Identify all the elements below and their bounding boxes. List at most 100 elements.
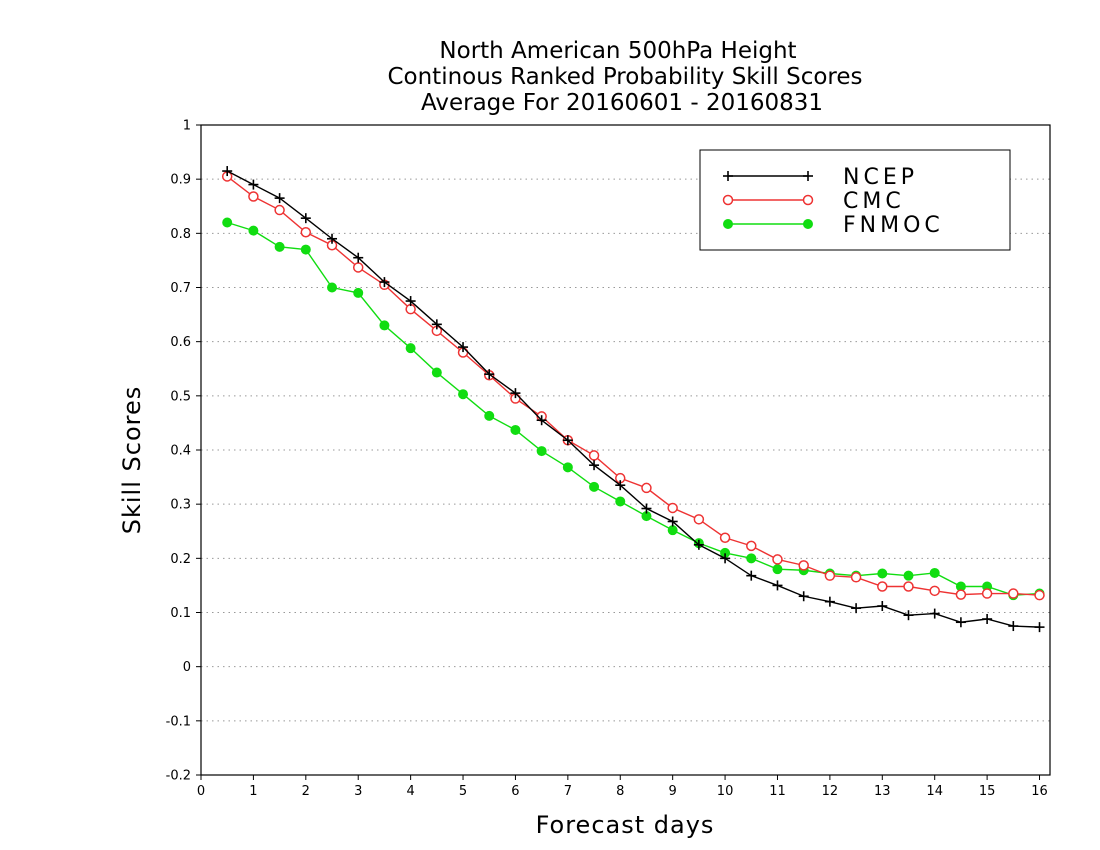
data-point-fnmoc xyxy=(274,241,285,252)
data-point-ncep xyxy=(274,193,285,204)
y-tick-label: 0.6 xyxy=(170,335,191,350)
chart-title-line-3: Average For 20160601 - 20160831 xyxy=(421,90,823,116)
data-point-ncep xyxy=(327,233,338,244)
data-point-fnmoc xyxy=(589,481,600,492)
data-point-cmc xyxy=(274,204,285,216)
y-tick-label: 0.3 xyxy=(170,498,191,513)
series-line-fnmoc xyxy=(226,221,1040,596)
data-point-fnmoc xyxy=(929,567,940,578)
data-point-ncep xyxy=(379,277,390,288)
axis-ticks: -0.2-0.100.10.20.30.40.50.60.70.80.910 1 2… xyxy=(166,119,1048,800)
x-tick-label: 8 xyxy=(616,784,624,799)
y-axis-label: Skill Scores xyxy=(118,386,146,535)
data-point-ncep xyxy=(903,610,914,621)
y-tick-label: -0.2 xyxy=(166,769,191,784)
data-point-cmc xyxy=(955,589,967,600)
data-point-ncep xyxy=(510,388,521,399)
data-point-fnmoc xyxy=(772,564,783,575)
data-point-ncep xyxy=(536,415,547,426)
data-series xyxy=(221,166,1045,633)
data-point-ncep xyxy=(1008,621,1019,632)
legend-label-cmc: CMC xyxy=(843,189,905,214)
data-point-cmc xyxy=(300,227,312,238)
data-point-ncep xyxy=(458,342,469,353)
data-point-ncep xyxy=(877,601,888,611)
data-point-fnmoc xyxy=(484,410,495,421)
y-tick-label: 0 xyxy=(183,660,191,675)
series-line-ncep xyxy=(226,170,1040,628)
data-point-fnmoc xyxy=(903,570,914,581)
data-point-cmc xyxy=(929,585,940,597)
legend-marker-fnmoc xyxy=(803,219,813,229)
data-point-cmc xyxy=(903,581,914,592)
data-point-ncep xyxy=(222,166,233,177)
y-tick-label: 0.7 xyxy=(170,281,191,296)
legend-item-cmc: CMC xyxy=(722,189,905,214)
data-point-ncep xyxy=(982,614,993,624)
y-tick-label: 0.9 xyxy=(170,173,191,188)
y-tick-label: 0.1 xyxy=(170,606,191,621)
data-point-cmc xyxy=(667,502,678,514)
y-tick-label: 1 xyxy=(183,119,191,134)
y-tick-label: 0.5 xyxy=(170,389,191,404)
chart-title-line-1: North American 500hPa Height xyxy=(439,38,796,64)
data-point-cmc xyxy=(248,191,259,202)
data-point-ncep xyxy=(667,516,678,527)
data-point-ncep xyxy=(720,553,731,564)
y-tick-label: 0.2 xyxy=(170,552,191,567)
data-point-fnmoc xyxy=(222,217,233,228)
data-point-cmc xyxy=(352,262,364,273)
x-tick-label: 9 xyxy=(669,784,677,799)
data-point-cmc xyxy=(877,581,888,592)
legend-marker-cmc xyxy=(722,194,734,206)
x-tick-label: 14 xyxy=(926,784,943,799)
data-point-fnmoc xyxy=(458,389,469,400)
data-point-ncep xyxy=(929,608,940,619)
data-point-fnmoc xyxy=(877,568,888,579)
data-point-cmc xyxy=(798,560,809,571)
x-tick-label: 2 xyxy=(302,784,310,799)
data-point-ncep xyxy=(824,596,835,607)
legend-marker-cmc xyxy=(802,194,814,206)
data-point-fnmoc xyxy=(562,462,573,473)
data-point-ncep xyxy=(798,591,809,602)
data-point-fnmoc xyxy=(746,553,757,564)
x-tick-label: 15 xyxy=(979,784,996,799)
data-point-cmc xyxy=(981,588,993,599)
x-tick-label: 10 xyxy=(717,784,734,799)
data-point-fnmoc xyxy=(536,446,547,457)
x-tick-label: 13 xyxy=(874,784,891,799)
data-point-ncep xyxy=(641,503,652,514)
data-point-cmc xyxy=(719,532,731,543)
legend-marker-ncep xyxy=(803,171,813,181)
data-point-fnmoc xyxy=(510,424,521,435)
y-tick-label: 0.8 xyxy=(170,227,191,242)
x-tick-label: 3 xyxy=(354,784,362,799)
data-point-ncep xyxy=(1034,622,1045,633)
data-point-cmc xyxy=(1034,589,1045,601)
data-point-cmc xyxy=(693,514,705,525)
x-tick-label: 7 xyxy=(564,784,572,799)
y-tick-label: 0.4 xyxy=(170,444,191,459)
data-point-cmc xyxy=(641,482,652,494)
x-tick-label: 4 xyxy=(406,784,414,799)
data-point-ncep xyxy=(615,480,626,491)
data-point-fnmoc xyxy=(615,496,626,507)
x-tick-label: 6 xyxy=(511,784,519,799)
data-point-fnmoc xyxy=(327,282,338,293)
x-tick-label: 1 xyxy=(249,784,257,799)
data-point-fnmoc xyxy=(431,367,442,378)
data-point-ncep xyxy=(353,252,364,263)
data-point-ncep xyxy=(248,179,259,190)
data-point-ncep xyxy=(589,460,600,471)
data-point-fnmoc xyxy=(248,225,259,236)
data-point-cmc xyxy=(1008,588,1019,599)
data-point-cmc xyxy=(746,540,757,552)
data-point-ncep xyxy=(405,296,416,307)
legend-item-ncep: NCEP xyxy=(723,165,914,190)
grid-lines xyxy=(201,178,1050,722)
data-point-fnmoc xyxy=(300,244,311,255)
x-tick-label: 0 xyxy=(197,784,205,799)
data-point-fnmoc xyxy=(405,343,416,354)
